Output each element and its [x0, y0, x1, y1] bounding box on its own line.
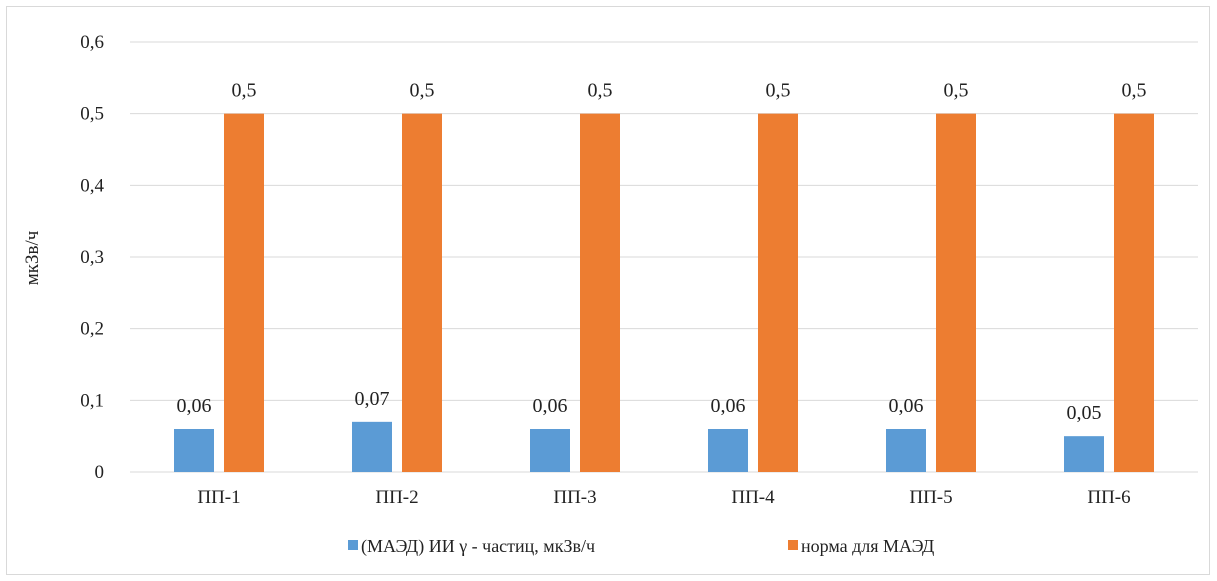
bar-series-1 [174, 429, 214, 472]
bar-series-1 [708, 429, 748, 472]
data-label: 0,5 [588, 80, 613, 102]
bar-series-2 [758, 113, 798, 473]
data-label: 0,06 [889, 395, 924, 417]
bar-series-2 [224, 113, 264, 473]
y-tick-label: 0,1 [80, 390, 104, 411]
bar-series-2 [402, 113, 442, 473]
y-tick-label: 0,4 [80, 175, 104, 196]
data-label: 0,5 [410, 80, 435, 102]
data-label: 0,5 [766, 80, 791, 102]
y-tick-label: 0,2 [80, 319, 104, 340]
data-label: 0,5 [944, 80, 969, 102]
x-tick-label: ПП-1 [197, 487, 240, 508]
x-tick-label: ПП-2 [375, 487, 418, 508]
data-label: 0,06 [533, 395, 568, 417]
y-axis-ticks: 0 0,1 0,2 0,3 0,4 0,5 0,6 [80, 32, 104, 483]
y-tick-label: 0,5 [80, 104, 104, 125]
bar-series-1 [530, 429, 570, 472]
data-label: 0,06 [711, 395, 746, 417]
x-tick-label: ПП-6 [1087, 487, 1130, 508]
x-tick-label: ПП-3 [553, 487, 596, 508]
gridlines [130, 41, 1198, 473]
legend: (МАЭД) ИИ γ - частиц, мкЗв/ч норма для МА… [348, 536, 934, 557]
bar-series-2 [936, 113, 976, 473]
y-axis-title: мкЗв/ч [22, 230, 43, 285]
data-label: 0,5 [232, 80, 257, 102]
data-label: 0,05 [1067, 402, 1102, 424]
data-label: 0,5 [1122, 80, 1147, 102]
legend-swatch-2 [788, 540, 798, 550]
data-label: 0,06 [177, 395, 212, 417]
bars [174, 113, 1154, 473]
x-tick-label: ПП-5 [909, 487, 952, 508]
legend-label-1: (МАЭД) ИИ γ - частиц, мкЗв/ч [361, 536, 595, 557]
y-tick-label: 0,3 [80, 247, 104, 268]
legend-swatch-1 [348, 540, 358, 550]
legend-label-2: норма для МАЭД [801, 536, 934, 556]
bar-series-2 [1114, 113, 1154, 473]
data-labels: 0,06 0,5 0,07 0,5 0,06 0,5 0,06 0,5 0,06 0,5 0,05 0… [177, 80, 1147, 424]
bar-series-1 [1064, 436, 1104, 472]
x-tick-label: ПП-4 [731, 487, 775, 508]
bar-series-1 [352, 421, 392, 472]
x-axis-ticks: ПП-1 ПП-2 ПП-3 ПП-4 ПП-5 ПП-6 [197, 487, 1130, 508]
bar-series-1 [886, 429, 926, 472]
data-label: 0,07 [355, 388, 390, 410]
y-tick-label: 0,6 [80, 32, 104, 53]
y-tick-label: 0 [95, 462, 105, 483]
bar-series-2 [580, 113, 620, 473]
